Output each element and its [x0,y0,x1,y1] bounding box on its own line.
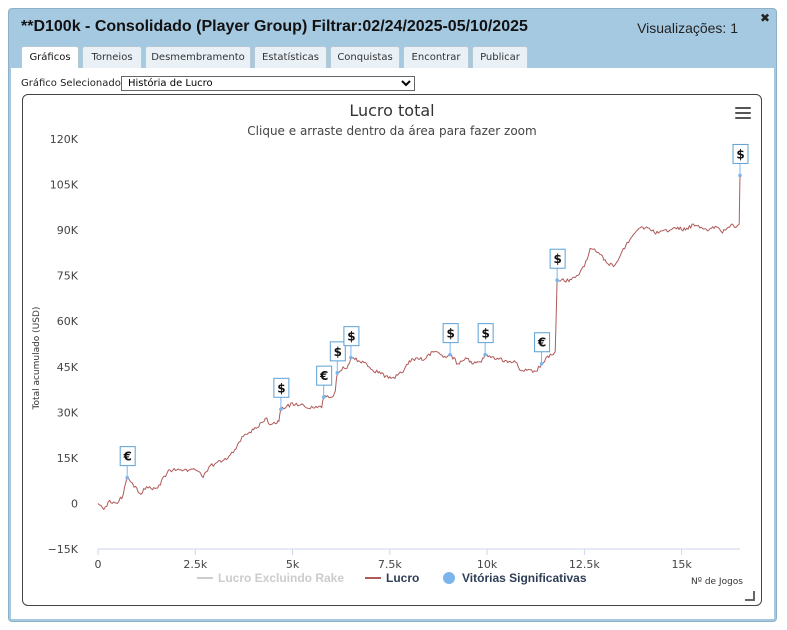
x-tick-label: 5k [286,558,300,571]
y-tick-label: 30K [57,406,79,419]
significant-win-label: $ [446,327,454,341]
tab-estatisticas[interactable]: Estatísticas [254,46,327,68]
legend-item[interactable]: Lucro [365,571,419,585]
x-tick-label: 2.5k [183,558,207,571]
significant-win-label: $ [553,252,561,266]
significant-win-marker[interactable]: $ [343,326,360,360]
chart-select[interactable]: História de Lucro [121,76,415,91]
close-icon[interactable]: ✖ [759,11,770,25]
legend-label: Lucro [386,571,419,585]
y-tick-label: 105K [50,179,79,192]
significant-win-label: € [537,336,546,350]
window-title: **D100k - Consolidado (Player Group) Fil… [21,18,528,35]
hamburger-menu-icon[interactable] [735,107,751,121]
chart-selector-label: Gráfico Selecionado: [21,78,125,89]
y-tick-label: 75K [57,270,79,283]
y-tick-label: 0 [71,497,78,510]
y-tick-label: −15K [48,543,79,556]
chart-selector: Gráfico Selecionado: História de Lucro [21,76,415,91]
significant-win-label: $ [277,381,285,395]
x-tick-label: 10k [477,558,498,571]
y-tick-label: 15K [57,452,79,465]
significant-win-label: $ [334,345,342,359]
tab-graficos[interactable]: Gráficos [21,46,79,69]
legend-item[interactable]: Lucro Excluindo Rake [197,571,344,585]
y-tick-label: 45K [57,361,79,374]
significant-win-marker[interactable]: € [534,332,551,366]
significant-win-label: $ [736,147,744,161]
resize-handle-icon[interactable] [745,591,755,601]
significant-win-marker[interactable]: $ [549,248,566,283]
legend-item[interactable]: Vitórias Significativas [443,571,587,585]
significant-win-marker[interactable]: $ [477,323,494,357]
series-line-lucro [97,175,741,510]
tab-conquistas[interactable]: Conquistas [330,46,400,68]
x-tick-label: 7.5k [378,558,402,571]
y-tick-label: 90K [57,224,79,237]
significant-win-marker[interactable]: $ [273,377,290,412]
y-axis-label: Total acumulado (USD) [32,307,42,411]
tab-publicar[interactable]: Publicar [472,46,528,68]
legend-label: Lucro Excluindo Rake [218,571,344,585]
chart-title: Lucro total [349,101,434,120]
chart-legend: Lucro Excluindo Rake Lucro Vitórias Signif… [197,571,587,585]
significant-win-marker[interactable]: $ [329,341,346,375]
chart-container: Lucro total Clique e arraste dentro da á… [22,94,762,606]
legend-label: Vitórias Significativas [462,571,587,585]
significant-win-label: $ [481,327,489,341]
title-bar: **D100k - Consolidado (Player Group) Fil… [9,9,776,47]
y-tick-label: 120K [50,133,79,146]
significant-win-label: $ [347,330,355,344]
x-axis-label: Nº de Jogos [691,577,743,587]
x-tick-label: 0 [95,558,102,571]
significant-win-marker[interactable]: € [119,446,136,480]
tab-desmembramento[interactable]: Desmembramento [145,46,251,68]
x-tick-label: 15k [671,558,692,571]
views-counter: Visualizações: 1 [637,20,738,36]
tab-encontrar[interactable]: Encontrar [403,46,469,68]
profit-chart[interactable]: Lucro total Clique e arraste dentro da á… [23,95,761,605]
y-tick-label: 60K [57,315,79,328]
tab-torneios[interactable]: Torneios [82,46,142,68]
tab-content: Gráfico Selecionado: História de Lucro L… [11,68,774,619]
significant-win-label: € [319,369,328,383]
report-window: **D100k - Consolidado (Player Group) Fil… [8,8,777,622]
significant-win-marker[interactable]: $ [732,143,749,178]
chart-subtitle: Clique e arraste dentro da área para faz… [247,124,536,138]
significant-win-label: € [123,450,132,464]
significant-win-marker[interactable]: $ [442,323,459,357]
significant-win-marker[interactable]: € [316,365,333,399]
x-tick-label: 12.5k [569,558,600,571]
